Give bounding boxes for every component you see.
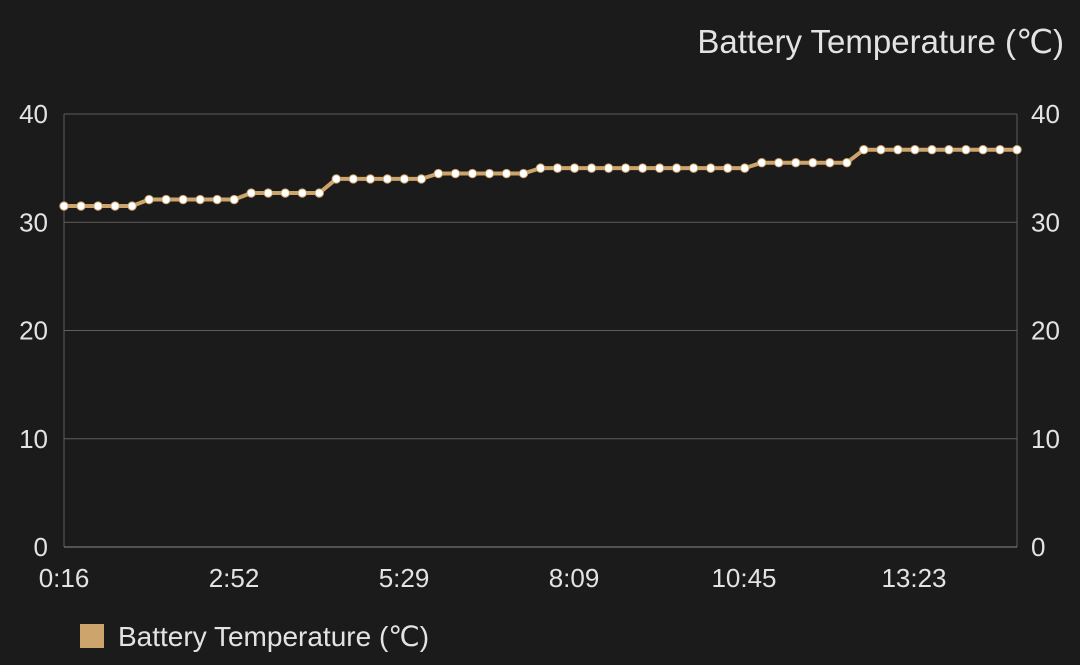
data-point xyxy=(1012,145,1022,155)
data-point xyxy=(927,145,937,155)
data-point xyxy=(246,188,256,198)
data-point xyxy=(637,163,648,173)
y-tick-label-left: 0 xyxy=(34,532,48,562)
x-tick-label: 10:45 xyxy=(711,563,776,593)
data-point xyxy=(825,158,835,168)
data-point xyxy=(740,163,750,173)
x-tick-label: 13:23 xyxy=(881,563,946,593)
data-point xyxy=(876,145,886,155)
data-point xyxy=(314,188,324,198)
x-tick-label: 5:29 xyxy=(379,563,430,593)
y-tick-label-right: 10 xyxy=(1031,424,1060,454)
data-point xyxy=(842,158,852,168)
data-point xyxy=(280,188,290,198)
data-point xyxy=(93,201,103,211)
data-point xyxy=(450,168,461,179)
data-point xyxy=(995,145,1005,155)
data-point xyxy=(433,168,444,179)
data-point xyxy=(212,194,222,205)
data-point xyxy=(501,168,512,179)
data-point xyxy=(297,188,307,198)
data-point xyxy=(978,145,988,155)
y-tick-label-left: 40 xyxy=(19,99,48,129)
data-point xyxy=(808,158,818,168)
y-tick-label-right: 0 xyxy=(1031,532,1045,562)
data-point xyxy=(382,174,393,184)
legend-label: Battery Temperature (℃) xyxy=(118,620,430,652)
data-point xyxy=(535,163,546,173)
y-tick-label-left: 30 xyxy=(19,207,48,237)
data-point xyxy=(757,158,767,168)
data-point xyxy=(416,174,427,184)
data-point xyxy=(603,163,614,173)
data-point xyxy=(910,145,920,155)
data-point xyxy=(791,158,801,168)
data-point xyxy=(859,145,869,155)
data-point xyxy=(552,163,563,173)
x-tick-label: 8:09 xyxy=(549,563,600,593)
data-point xyxy=(518,168,529,179)
data-point xyxy=(365,174,376,184)
data-point xyxy=(229,194,239,205)
x-tick-label: 2:52 xyxy=(209,563,260,593)
data-point xyxy=(705,163,716,173)
data-point xyxy=(569,163,580,173)
y-tick-label-right: 30 xyxy=(1031,207,1060,237)
data-point xyxy=(467,168,478,179)
data-point xyxy=(961,145,971,155)
data-point xyxy=(399,174,410,184)
data-point xyxy=(654,163,665,173)
y-tick-label-left: 10 xyxy=(19,424,48,454)
y-tick-label-left: 20 xyxy=(19,316,48,346)
data-point xyxy=(59,201,69,211)
data-point xyxy=(110,201,120,211)
data-point xyxy=(161,194,171,205)
data-point xyxy=(331,174,341,184)
chart-title: Battery Temperature (℃) xyxy=(697,23,1064,60)
y-tick-label-right: 40 xyxy=(1031,99,1060,129)
legend: Battery Temperature (℃) xyxy=(80,618,429,654)
data-point xyxy=(893,145,903,155)
data-point xyxy=(144,194,154,205)
data-point xyxy=(348,174,359,184)
data-point xyxy=(944,145,954,155)
data-point xyxy=(263,188,273,198)
data-point xyxy=(484,168,495,179)
data-point xyxy=(722,163,733,173)
data-point xyxy=(76,201,86,211)
data-point xyxy=(195,194,205,205)
y-tick-label-right: 20 xyxy=(1031,316,1060,346)
series-line xyxy=(64,147,1017,208)
data-point xyxy=(620,163,631,173)
x-tick-label: 0:16 xyxy=(39,563,90,593)
data-point xyxy=(671,163,682,173)
data-point xyxy=(127,201,137,211)
data-point xyxy=(774,158,784,168)
data-point xyxy=(586,163,597,173)
data-point xyxy=(688,163,699,173)
legend-swatch xyxy=(80,624,104,648)
data-point xyxy=(178,194,188,205)
